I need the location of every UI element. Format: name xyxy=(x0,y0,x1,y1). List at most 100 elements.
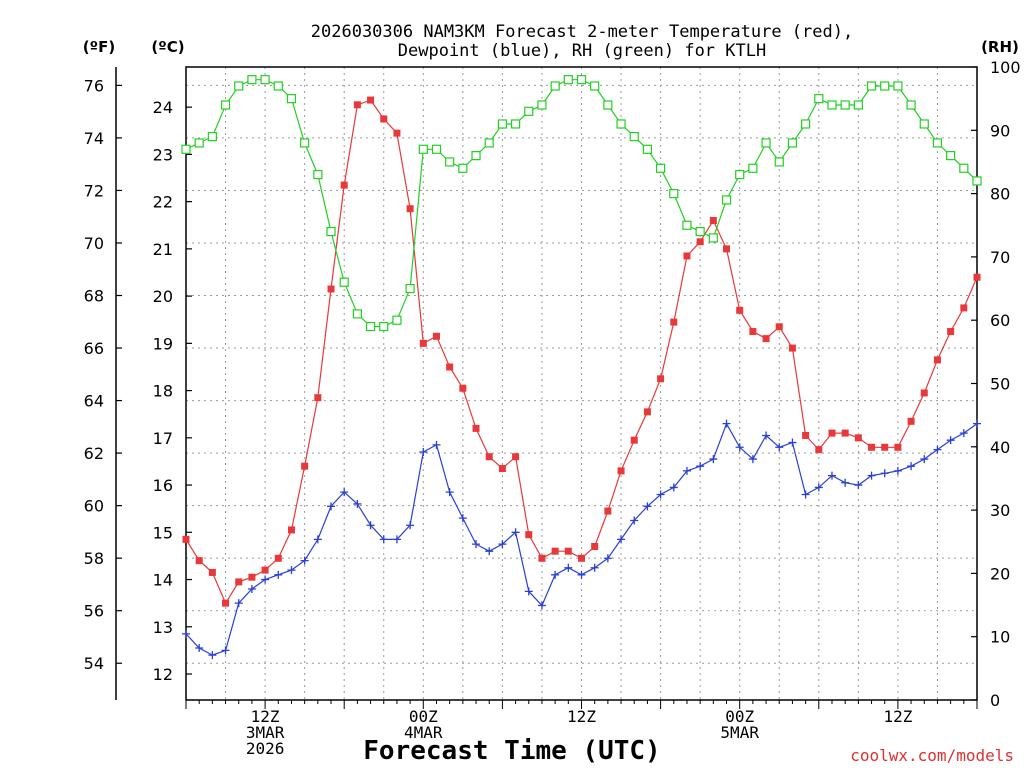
rh-point xyxy=(392,315,402,325)
rh-point xyxy=(972,176,982,186)
rh-point xyxy=(603,100,613,110)
dewpoint-point xyxy=(867,471,876,480)
temperature-point xyxy=(604,507,612,515)
temperature-point xyxy=(617,467,625,475)
rh-tick-label: 80 xyxy=(990,185,1010,204)
temperature-point xyxy=(314,394,322,402)
temperature-point xyxy=(881,443,889,451)
dewpoint-point xyxy=(880,469,889,478)
temperature-point xyxy=(222,599,230,607)
dewpoint-point xyxy=(841,478,850,487)
dewpoint-point xyxy=(801,490,810,499)
rh-point xyxy=(484,138,494,148)
celsius-tick-label: 12 xyxy=(153,665,173,684)
rh-tick-label: 0 xyxy=(990,691,1000,710)
temperature-point xyxy=(393,129,401,137)
time-tick-label: 2026 xyxy=(246,739,285,758)
fahrenheit-tick-label: 66 xyxy=(84,339,104,358)
dewpoint-point xyxy=(300,556,309,565)
rh-point xyxy=(721,195,732,205)
temperature-point xyxy=(406,205,414,213)
dewpoint-point xyxy=(327,502,336,511)
dewpoint-point xyxy=(603,554,612,563)
temperature-point xyxy=(195,557,203,565)
rh-tick-label: 40 xyxy=(990,438,1010,457)
temperature-point xyxy=(446,363,454,371)
temperature-point xyxy=(920,389,928,397)
temperature-point xyxy=(788,344,796,352)
temperature-point xyxy=(907,417,915,425)
temperature-point xyxy=(419,339,427,347)
temperature-point xyxy=(578,554,585,562)
dewpoint-point xyxy=(419,447,428,456)
rh-tick-label: 70 xyxy=(990,248,1010,267)
fahrenheit-tick-label: 54 xyxy=(84,654,104,673)
rh-point xyxy=(787,138,798,148)
rh-point xyxy=(458,163,468,173)
rh-axis: 0 10 20 30 40 50 60 70 80 90 100 xyxy=(971,58,1021,710)
rh-point xyxy=(880,81,890,91)
rh-point xyxy=(379,321,389,332)
temperature-point xyxy=(380,115,388,123)
rh-point xyxy=(326,226,336,237)
dewpoint-point xyxy=(630,516,639,525)
temperature-point xyxy=(564,547,572,555)
temperature-point xyxy=(894,443,902,451)
time-tick-label: 12Z xyxy=(883,707,912,726)
dewpoint-point xyxy=(511,528,520,537)
rh-point xyxy=(642,144,653,154)
fahrenheit-tick-label: 76 xyxy=(84,76,104,95)
celsius-tick-label: 19 xyxy=(153,334,173,353)
temperature-point xyxy=(828,429,836,437)
temperature-point xyxy=(327,285,335,293)
celsius-tick-label: 17 xyxy=(153,429,173,448)
celsius-tick-label: 14 xyxy=(153,571,173,590)
celsius-tick-label: 22 xyxy=(153,193,173,212)
rh-point xyxy=(431,144,442,154)
dewpoint-point xyxy=(498,540,507,549)
rh-tick-label: 20 xyxy=(990,564,1010,583)
temperature-point xyxy=(287,526,295,534)
dewpoint-point xyxy=(195,644,204,653)
series-layer xyxy=(181,75,982,660)
rh-point xyxy=(959,163,969,173)
dewpoint-point xyxy=(287,566,296,575)
rh-point xyxy=(550,81,560,91)
fahrenheit-tick-label: 68 xyxy=(84,287,104,306)
dewpoint-point xyxy=(379,535,388,544)
dewpoint-point xyxy=(748,455,757,464)
dewpoint-point xyxy=(208,651,217,660)
temperature-point xyxy=(841,429,849,437)
dewpoint-point xyxy=(762,431,771,440)
dewpoint-point xyxy=(827,471,836,480)
dewpoint-point xyxy=(564,563,573,572)
rh-point xyxy=(220,100,231,110)
rh-point xyxy=(893,81,903,91)
plot-frame xyxy=(185,66,978,701)
fahrenheit-tick-label: 62 xyxy=(84,444,104,463)
temperature-point xyxy=(868,443,876,451)
rh-point xyxy=(748,163,758,173)
celsius-tick-label: 20 xyxy=(153,287,173,306)
dewpoint-point xyxy=(722,419,731,428)
rh-tick-label: 30 xyxy=(990,501,1010,520)
celsius-tick-label: 16 xyxy=(153,476,173,495)
dewpoint-point xyxy=(340,488,349,497)
dewpoint-point xyxy=(590,563,599,572)
rh-point xyxy=(774,157,784,167)
time-tick-label: 00Z xyxy=(725,707,754,726)
fahrenheit-tick-label: 58 xyxy=(84,549,104,568)
rh-point xyxy=(418,144,428,154)
temperature-point xyxy=(551,547,559,555)
dewpoint-point xyxy=(893,466,902,475)
rh-point xyxy=(524,106,534,116)
temperature-point xyxy=(235,578,243,586)
rh-point xyxy=(761,138,771,148)
series-dewpoint xyxy=(182,419,981,660)
dewpoint-point xyxy=(313,535,322,544)
rh-point xyxy=(260,75,270,85)
celsius-tick-label: 21 xyxy=(153,240,173,259)
dewpoint-point xyxy=(814,483,823,492)
rh-tick-label: 50 xyxy=(990,375,1010,394)
